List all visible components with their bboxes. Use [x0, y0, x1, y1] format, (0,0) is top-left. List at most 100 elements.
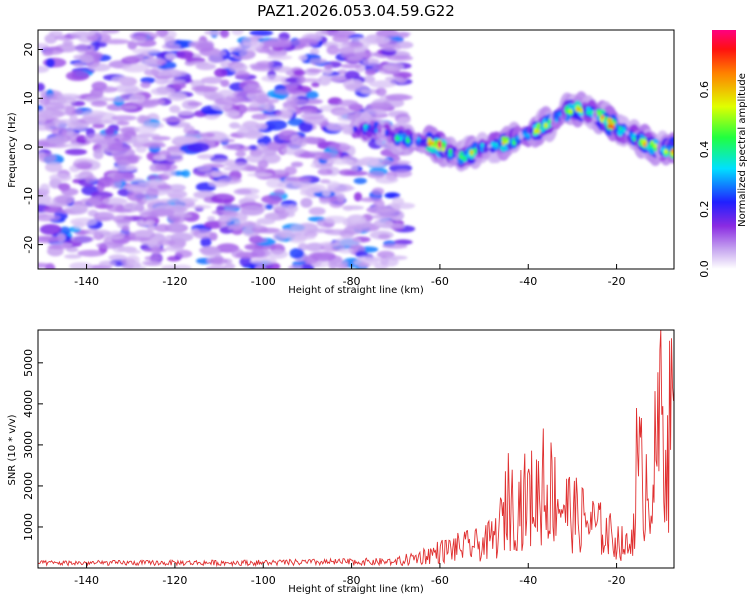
heatmap-cell	[459, 155, 463, 160]
heatmap-cell	[85, 120, 114, 125]
heatmap-cell	[508, 139, 513, 144]
heatmap-cell	[220, 79, 230, 87]
heatmap-cell	[284, 166, 297, 176]
heatmap-cell	[322, 189, 331, 197]
heatmap-cell	[311, 251, 337, 262]
heatmap-cell	[575, 107, 580, 112]
y-tick-label: 1000	[22, 513, 35, 541]
heatmap-cell	[261, 75, 287, 83]
heatmap-cell	[53, 104, 76, 110]
heatmap-cell	[267, 249, 288, 259]
heatmap-cell	[512, 141, 516, 146]
heatmap-cell	[108, 254, 127, 261]
heatmap-cell	[73, 62, 85, 68]
heatmap-cell	[47, 244, 72, 250]
heatmap-cell	[349, 128, 354, 133]
heatmap-cell	[70, 217, 97, 226]
heatmap-cell	[288, 265, 303, 269]
heatmap-cell	[667, 146, 672, 151]
heatmap-cell	[61, 188, 79, 196]
heatmap-cell	[111, 115, 137, 121]
heatmap-cell	[54, 34, 75, 41]
heatmap-cell	[224, 263, 236, 269]
x-tick-label: -120	[162, 574, 187, 587]
heatmap-cell	[239, 256, 252, 267]
heatmap-cell	[256, 143, 267, 153]
heatmap-cell	[199, 246, 221, 255]
heatmap-cell	[358, 156, 380, 167]
heatmap-cell	[427, 142, 432, 147]
heatmap-cell	[349, 218, 367, 225]
heatmap-cell	[250, 237, 267, 244]
heatmap-cell	[166, 223, 183, 231]
heatmap-cell	[173, 82, 186, 89]
heatmap-cell	[298, 54, 308, 61]
heatmap-cell	[165, 53, 177, 60]
colorbar-tick-label: 0.0	[698, 260, 711, 278]
heatmap-cell	[38, 65, 50, 73]
snr-panel: -140 -120 -100 -80 -60 -40 -20 1000 2000 3000 400…	[7, 329, 675, 595]
heatmap-cell	[251, 249, 266, 258]
heatmap-cell	[295, 138, 308, 147]
heatmap-cell	[161, 79, 186, 84]
heatmap-cell	[664, 149, 668, 154]
heatmap-cell	[646, 145, 651, 150]
heatmap-cell	[223, 166, 248, 172]
heatmap-cell	[200, 76, 223, 84]
heatmap-cell	[142, 142, 166, 149]
heatmap-cell	[515, 135, 520, 140]
heatmap-cell	[132, 142, 144, 148]
heatmap-cell	[121, 63, 150, 73]
heatmap-cell	[551, 121, 555, 126]
heatmap-cell	[362, 58, 380, 66]
heatmap-cell	[335, 43, 351, 48]
heatmap-cell	[104, 127, 115, 136]
heatmap-cell	[273, 188, 285, 196]
heatmap-cell	[153, 154, 167, 161]
heatmap-cell	[197, 154, 215, 160]
heatmap-cell	[324, 75, 347, 82]
heatmap-cell	[332, 30, 356, 36]
y-tick-label: 3000	[22, 431, 35, 459]
heatmap-cell	[441, 147, 446, 152]
heatmap-cell	[91, 90, 104, 99]
heatmap-cell	[106, 230, 126, 240]
heatmap-cell	[307, 68, 324, 73]
heatmap-cell	[112, 165, 139, 172]
heatmap-cell	[249, 257, 277, 265]
spectrogram-cells	[38, 30, 674, 269]
heatmap-cell	[267, 54, 293, 60]
heatmap-cell	[218, 215, 238, 222]
heatmap-cell	[240, 205, 265, 216]
heatmap-cell	[438, 143, 442, 148]
heatmap-cell	[177, 110, 195, 116]
x-tick-label: -40	[519, 574, 537, 587]
heatmap-cell	[42, 208, 66, 214]
heatmap-cell	[139, 115, 151, 124]
heatmap-cell	[280, 146, 306, 155]
x-tick-label: -100	[251, 275, 276, 288]
heatmap-cell	[657, 146, 661, 151]
heatmap-cell	[45, 58, 55, 68]
heatmap-cell	[345, 83, 369, 92]
heatmap-cell	[445, 150, 449, 155]
heatmap-cell	[38, 214, 61, 222]
heatmap-cell	[55, 194, 75, 205]
heatmap-cell	[364, 69, 376, 76]
heatmap-cell	[251, 113, 270, 120]
heatmap-cell	[590, 110, 594, 115]
heatmap-cell	[319, 179, 331, 184]
heatmap-cell	[280, 229, 293, 238]
heatmap-cell	[360, 89, 381, 95]
y-tick-label: 5000	[22, 349, 35, 377]
heatmap-cell	[233, 188, 252, 195]
heatmap-cell	[526, 133, 530, 138]
x-tick-label: -140	[74, 574, 99, 587]
heatmap-cell	[328, 259, 349, 267]
y-tick-label: 20	[22, 43, 35, 57]
heatmap-cell	[124, 231, 136, 239]
colorbar-tick-label: 0.4	[698, 141, 711, 159]
heatmap-cell	[384, 76, 404, 82]
heatmap-cell	[52, 119, 78, 124]
heatmap-cell	[85, 175, 97, 184]
